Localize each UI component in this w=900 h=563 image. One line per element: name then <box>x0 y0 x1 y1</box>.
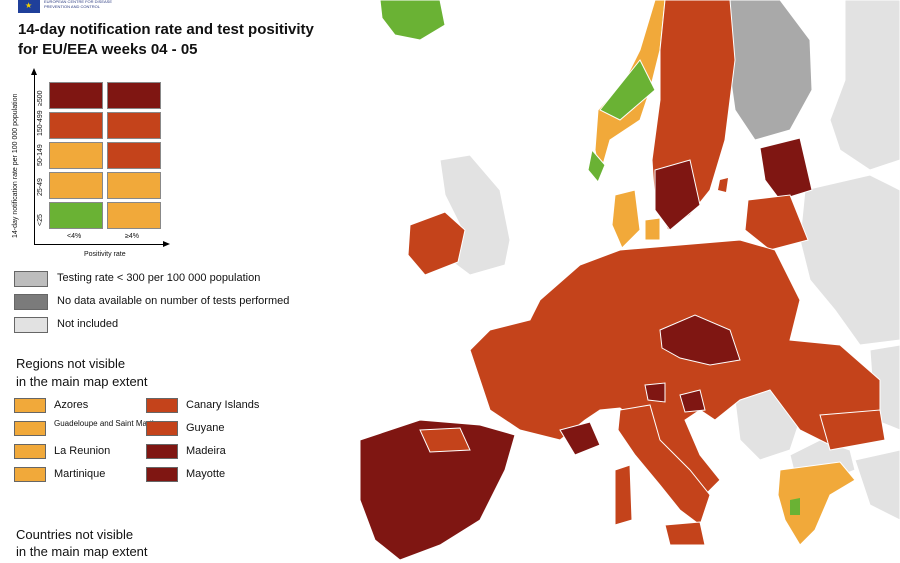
legend-label: Guadeloupe and Saint Martin <box>54 419 159 428</box>
legend-label: Mayotte <box>186 468 226 480</box>
iceland-area <box>379 0 446 41</box>
bulgaria-area <box>819 409 886 451</box>
matrix-cell <box>49 172 103 199</box>
legend-label: Azores <box>54 399 89 411</box>
legend-label: Madeira <box>186 445 226 457</box>
ireland-area <box>407 211 466 276</box>
matrix-cell <box>107 112 161 139</box>
regions-title: Regions not visible in the main map exte… <box>16 355 196 391</box>
czechia-area <box>659 314 741 366</box>
x-axis-label: Positivity rate <box>84 251 126 258</box>
regions-title-line-2: in the main map extent <box>16 374 148 389</box>
legend-label: No data available on number of tests per… <box>57 295 290 307</box>
sicily-area <box>664 521 706 546</box>
y-tick-label: 150-499 <box>37 110 44 136</box>
y-tick-label: 25-49 <box>37 178 44 196</box>
gotland-area <box>718 178 728 192</box>
legend-matrix <box>46 80 162 232</box>
zealand-area <box>644 217 661 241</box>
x-tick-label: ≥4% <box>125 233 139 240</box>
matrix-cell <box>107 82 161 109</box>
lithuania-area <box>744 194 809 251</box>
matrix-cell <box>49 202 103 229</box>
slovenia-area <box>679 389 706 413</box>
iberia-area <box>359 419 516 561</box>
matrix-cell <box>49 112 103 139</box>
x-tick-label: <4% <box>67 233 82 240</box>
central-europe-area <box>469 239 881 501</box>
y-tick-label: ≥500 <box>37 90 44 106</box>
y-tick-label: <25 <box>37 214 44 226</box>
matrix-cell <box>107 172 161 199</box>
legend-swatch <box>14 398 46 413</box>
matrix-cell <box>107 142 161 169</box>
countries-title-line-2: in the main map extent <box>16 544 148 559</box>
legend-swatch <box>146 467 178 482</box>
estonia-latvia-area <box>759 137 813 201</box>
denmark-area <box>611 189 641 249</box>
legend-label: Not included <box>57 318 119 330</box>
greece-green-area <box>790 498 800 515</box>
south-tyrol-area <box>644 382 666 403</box>
y-axis-label: 14-day notification rate per 100 000 pop… <box>12 93 19 238</box>
greece-area <box>777 461 856 546</box>
x-axis-arrow <box>34 241 170 247</box>
map-title: 14-day notification rate and test positi… <box>18 20 358 60</box>
northern-spain-area <box>419 427 471 453</box>
legend-label: Martinique <box>54 468 106 480</box>
finland-area <box>727 0 813 141</box>
sardinia-area <box>614 464 633 526</box>
y-tick-label: 50-149 <box>37 144 44 166</box>
legend-swatch <box>14 421 46 436</box>
legend-swatch <box>14 444 46 459</box>
countries-title-line-1: Countries not visible <box>16 527 134 542</box>
regions-title-line-1: Regions not visible <box>16 356 126 371</box>
legend-label: La Reunion <box>54 445 111 457</box>
eu-flag-icon <box>18 0 40 13</box>
legend-label: Canary Islands <box>186 399 260 411</box>
matrix-cell <box>107 202 161 229</box>
legend-swatch <box>14 317 48 333</box>
legend-swatch <box>146 421 178 436</box>
map-title-line-2: for EU/EEA weeks 04 - 05 <box>18 41 198 58</box>
matrix-cell <box>49 82 103 109</box>
matrix-cell <box>49 142 103 169</box>
legend-swatch <box>14 294 48 310</box>
legend-swatch <box>146 444 178 459</box>
provence-area <box>559 421 601 456</box>
legend-swatch <box>14 271 48 287</box>
ecdc-logo-text: EUROPEAN CENTRE FOR DISEASE PREVENTION A… <box>44 0 113 9</box>
legend-label: Testing rate < 300 per 100 000 populatio… <box>57 272 261 284</box>
y-axis-arrow <box>31 68 37 244</box>
legend-swatch <box>14 467 46 482</box>
legend-label: Guyane <box>186 422 225 434</box>
sweden-south-area <box>654 159 701 231</box>
legend-swatch <box>146 398 178 413</box>
norway-south-green-area <box>587 148 606 183</box>
countries-title: Countries not visible in the main map ex… <box>16 526 216 560</box>
ecdc-logo: EUROPEAN CENTRE FOR DISEASE PREVENTION A… <box>18 0 138 14</box>
norway-green-area <box>599 59 656 121</box>
map-title-line-1: 14-day notification rate and test positi… <box>18 21 314 38</box>
